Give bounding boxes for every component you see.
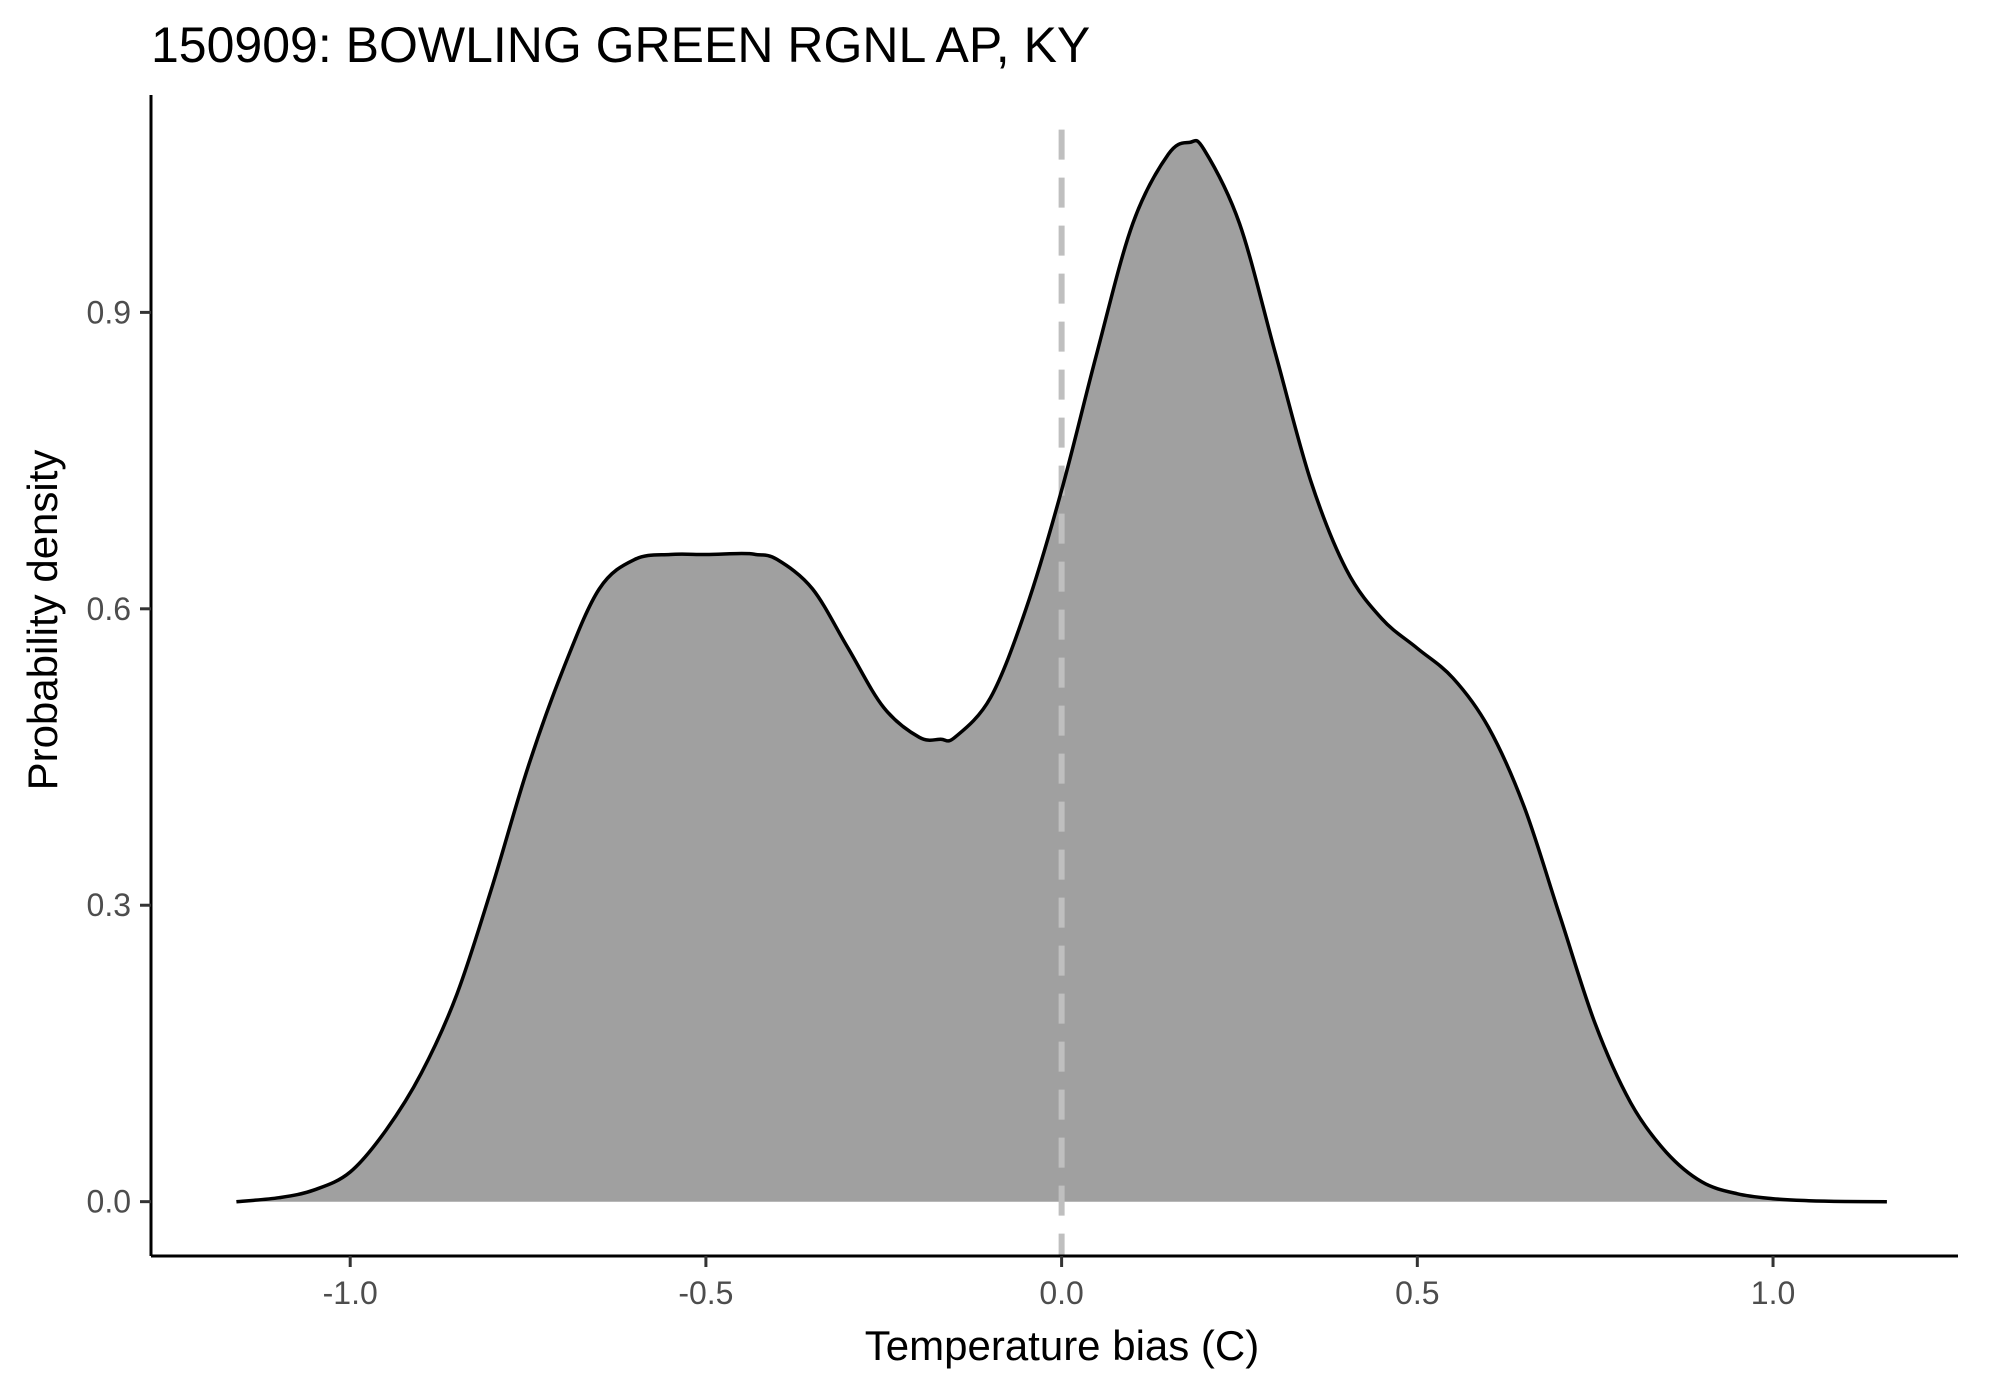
- y-tick-label: 0.9: [87, 294, 131, 330]
- x-tick-label: 0.5: [1395, 1275, 1439, 1311]
- y-tick-label: 0.3: [87, 887, 131, 923]
- x-tick-label: 1.0: [1751, 1275, 1795, 1311]
- y-tick-label: 0.6: [87, 591, 131, 627]
- density-line: [236, 138, 1887, 1204]
- x-tick-label: -0.5: [678, 1275, 733, 1311]
- y-axis-ticks: 0.0 0.3 0.6 0.9: [87, 294, 151, 1220]
- y-axis-title: Probability density: [19, 450, 66, 791]
- plot-area: [236, 129, 1887, 1256]
- x-axis-title: Temperature bias (C): [865, 1322, 1259, 1369]
- x-tick-label: 0.0: [1039, 1275, 1083, 1311]
- x-axis-ticks: -1.0 -0.5 0.0 0.5 1.0: [323, 1256, 1795, 1311]
- chart-title: 150909: BOWLING GREEN RGNL AP, KY: [151, 17, 1090, 73]
- y-tick-label: 0.0: [87, 1184, 131, 1220]
- x-tick-label: -1.0: [323, 1275, 378, 1311]
